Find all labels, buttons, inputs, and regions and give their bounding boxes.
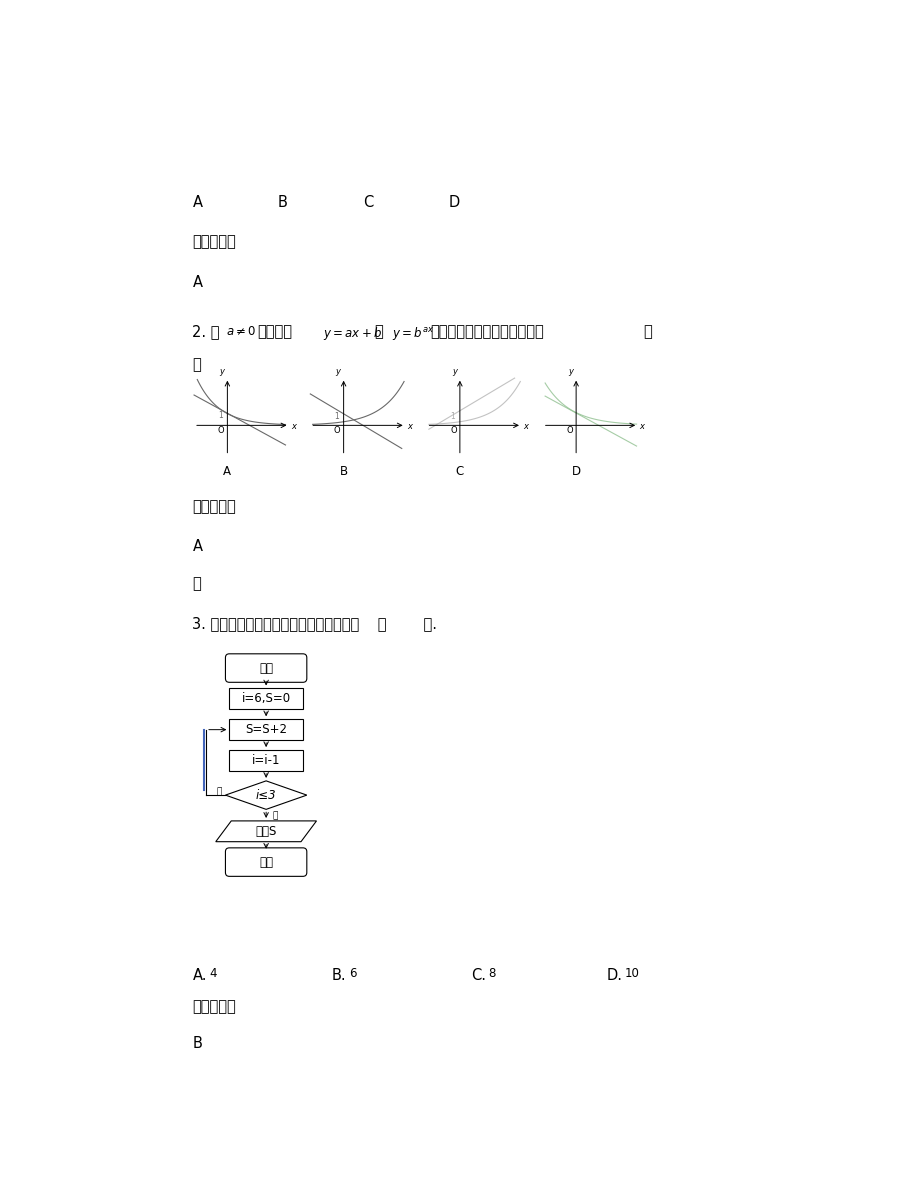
Text: ）: ） <box>192 357 201 372</box>
Text: A: A <box>192 275 202 291</box>
Text: x: x <box>523 422 528 431</box>
Text: C: C <box>363 195 373 211</box>
Text: 在同一坐标系内的大致图象是: 在同一坐标系内的大致图象是 <box>430 324 543 339</box>
Text: 参考答案：: 参考答案： <box>192 999 236 1015</box>
Text: 开始: 开始 <box>259 661 273 674</box>
Text: 参考答案：: 参考答案： <box>192 499 236 513</box>
Text: O: O <box>566 426 573 435</box>
Bar <box>229 719 302 740</box>
Text: 6: 6 <box>348 967 357 980</box>
Text: x: x <box>639 422 644 431</box>
Text: 输出S: 输出S <box>255 825 277 837</box>
Text: A: A <box>223 464 231 478</box>
Text: B: B <box>339 464 347 478</box>
FancyBboxPatch shape <box>225 654 306 682</box>
Polygon shape <box>216 821 316 842</box>
Text: 2. 当: 2. 当 <box>192 324 220 339</box>
Bar <box>229 688 302 710</box>
Text: y: y <box>335 367 340 376</box>
Text: D.: D. <box>607 968 622 984</box>
Text: D: D <box>448 195 459 211</box>
FancyBboxPatch shape <box>225 848 306 877</box>
Text: A.: A. <box>192 968 207 984</box>
Text: S=S+2: S=S+2 <box>244 723 287 736</box>
Bar <box>229 750 302 771</box>
Text: O: O <box>449 426 456 435</box>
Text: B: B <box>278 195 288 211</box>
Text: 8: 8 <box>488 967 495 980</box>
Text: 参考答案：: 参考答案： <box>192 233 236 249</box>
Text: $y=b^{ax}$: $y=b^{ax}$ <box>392 325 434 342</box>
Text: y: y <box>451 367 456 376</box>
Text: $a\neq0$: $a\neq0$ <box>225 325 255 337</box>
Text: $y=ax+b$: $y=ax+b$ <box>323 325 381 342</box>
Text: 1: 1 <box>218 411 222 420</box>
Text: （: （ <box>643 324 652 339</box>
Text: i=6,S=0: i=6,S=0 <box>242 692 290 705</box>
Text: O: O <box>334 426 340 435</box>
Text: 3. 如图所示，该程序运行后输出的结果为    （        ）.: 3. 如图所示，该程序运行后输出的结果为 （ ）. <box>192 617 437 631</box>
Text: 时，函数: 时，函数 <box>256 324 291 339</box>
Text: A: A <box>192 540 202 555</box>
Text: 略: 略 <box>192 575 201 591</box>
Text: 否: 否 <box>217 787 222 797</box>
Text: A: A <box>192 195 202 211</box>
Text: 和: 和 <box>374 324 383 339</box>
Text: y: y <box>219 367 224 376</box>
Text: 1: 1 <box>450 412 455 420</box>
Text: B: B <box>192 1036 202 1052</box>
Text: O: O <box>218 426 224 435</box>
Text: C: C <box>455 464 463 478</box>
Polygon shape <box>225 781 306 810</box>
Text: i=i-1: i=i-1 <box>252 754 280 767</box>
Text: B.: B. <box>332 968 346 984</box>
Text: D: D <box>571 464 580 478</box>
Text: 1: 1 <box>334 412 338 420</box>
Text: x: x <box>407 422 412 431</box>
Text: i≤3: i≤3 <box>255 788 276 802</box>
Text: 10: 10 <box>623 967 639 980</box>
Text: y: y <box>567 367 573 376</box>
Text: 结束: 结束 <box>259 855 273 868</box>
Text: 是: 是 <box>272 811 278 819</box>
Text: 4: 4 <box>210 967 217 980</box>
Text: x: x <box>290 422 296 431</box>
Text: C.: C. <box>471 968 486 984</box>
